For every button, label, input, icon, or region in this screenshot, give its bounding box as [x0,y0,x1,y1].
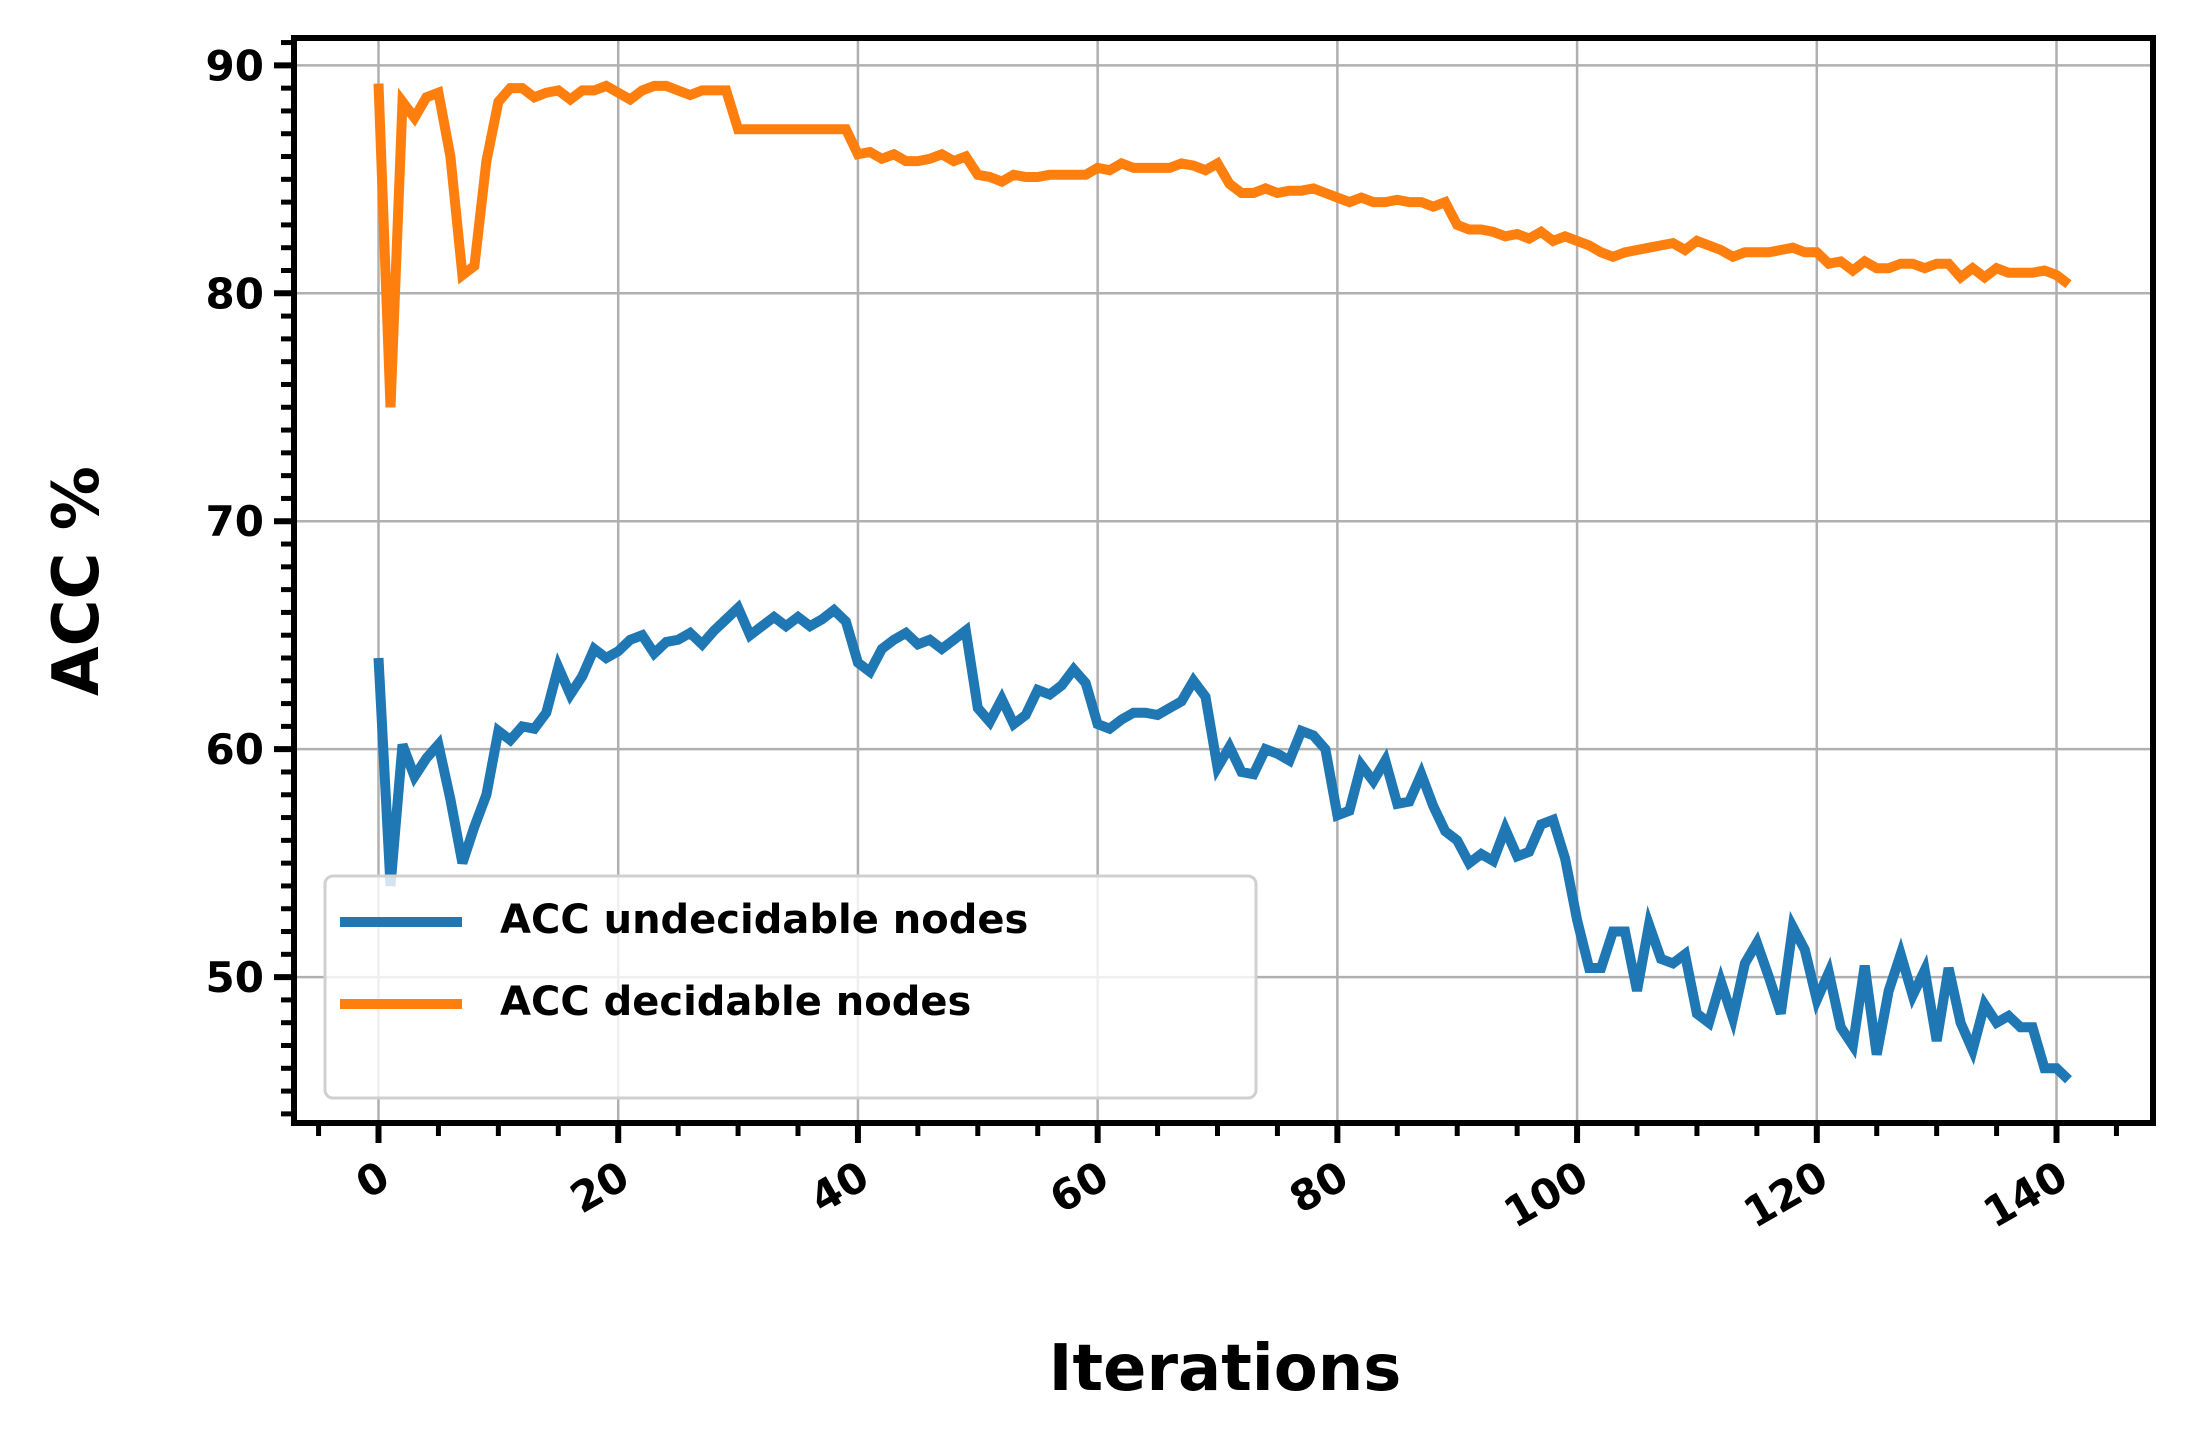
x-axis-label: Iterations [1049,1332,1402,1406]
x-tick-label: 100 [1496,1151,1596,1237]
x-tick-label: 40 [802,1151,877,1223]
x-tick-label: 60 [1042,1151,1117,1223]
y-axis-label: ACC % [40,466,114,696]
legend-label: ACC decidable nodes [500,979,971,1025]
y-tick-label: 90 [206,41,264,90]
plot-area [373,80,2072,1084]
y-tick-label: 80 [206,269,264,318]
axes-frame [291,35,2156,1126]
legend-box [323,874,1258,1100]
grid [294,38,2153,1123]
legend-label: ACC undecidable nodes [500,897,1028,943]
y-tick-label: 60 [206,725,264,774]
series-line [373,80,2072,408]
x-tick-label: 20 [562,1151,637,1223]
x-tick-label: 80 [1281,1151,1356,1223]
y-tick-label: 50 [206,953,264,1002]
legend: ACC undecidable nodes ACC decidable nodes [323,874,1258,1100]
x-tick-label: 140 [1975,1151,2075,1237]
y-tick-label: 70 [206,497,264,546]
series-line [373,599,2072,1084]
x-tick-label: 120 [1735,1151,1835,1237]
x-tick-label: 0 [348,1151,398,1208]
